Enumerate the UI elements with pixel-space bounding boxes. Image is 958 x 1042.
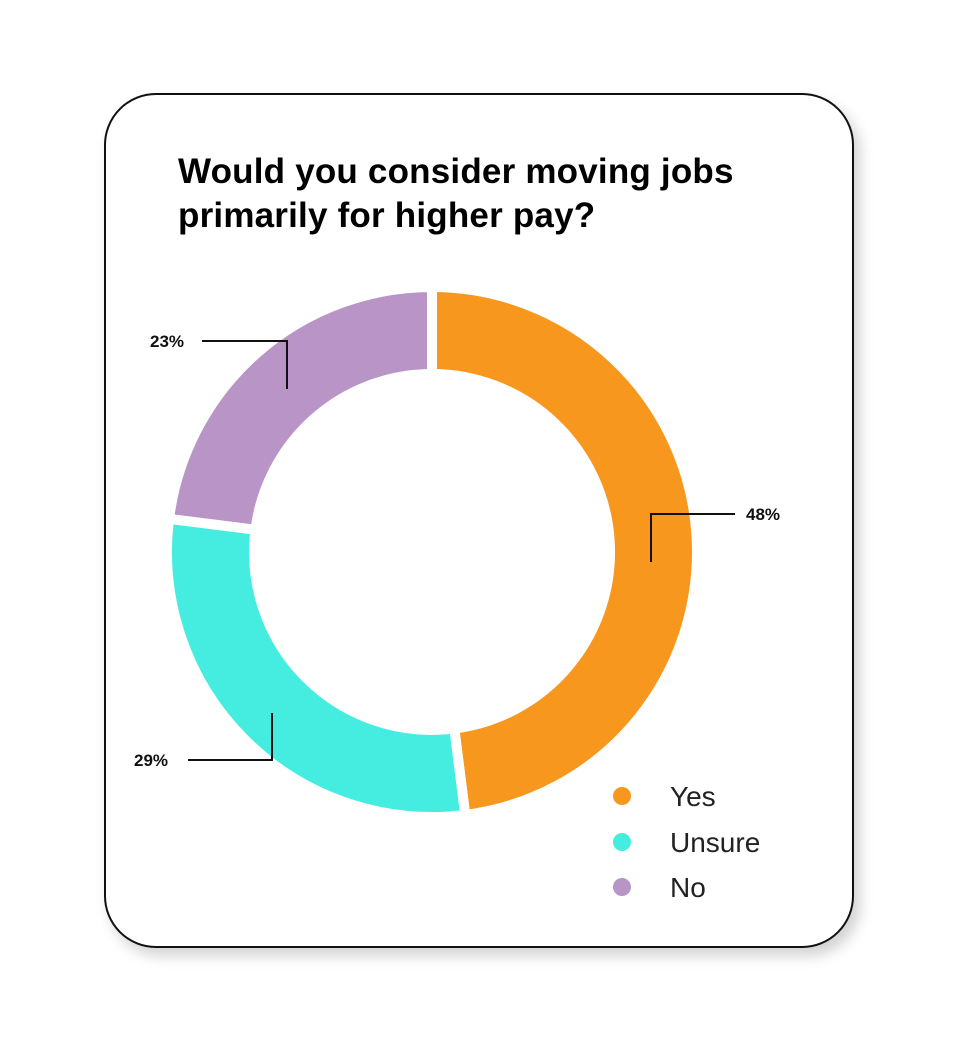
leader-line-unsure (188, 713, 273, 761)
title-line-2: primarily for higher pay? (178, 196, 596, 235)
legend-label-unsure: Unsure (670, 827, 760, 858)
data-label-yes: 48% (746, 505, 780, 524)
leader-line-no (202, 340, 288, 389)
legend-label-yes: Yes (670, 781, 716, 812)
data-label-unsure: 29% (134, 751, 168, 770)
legend-label-no: No (670, 872, 706, 903)
title-line-1: Would you consider moving jobs (178, 152, 734, 191)
leader-line-yes (650, 513, 735, 562)
chart-title: Would you consider moving jobs primarily… (178, 150, 734, 238)
legend-swatch-yes (613, 787, 631, 805)
legend-swatch-unsure (613, 833, 631, 851)
data-label-no: 23% (150, 332, 184, 351)
leader-lines (188, 340, 735, 761)
legend: Yes Unsure No (613, 781, 760, 903)
legend-swatch-no (613, 878, 631, 896)
donut-slice-yes (427, 281, 702, 821)
donut-slice-no (163, 281, 437, 536)
donut-slice-unsure (162, 513, 471, 822)
